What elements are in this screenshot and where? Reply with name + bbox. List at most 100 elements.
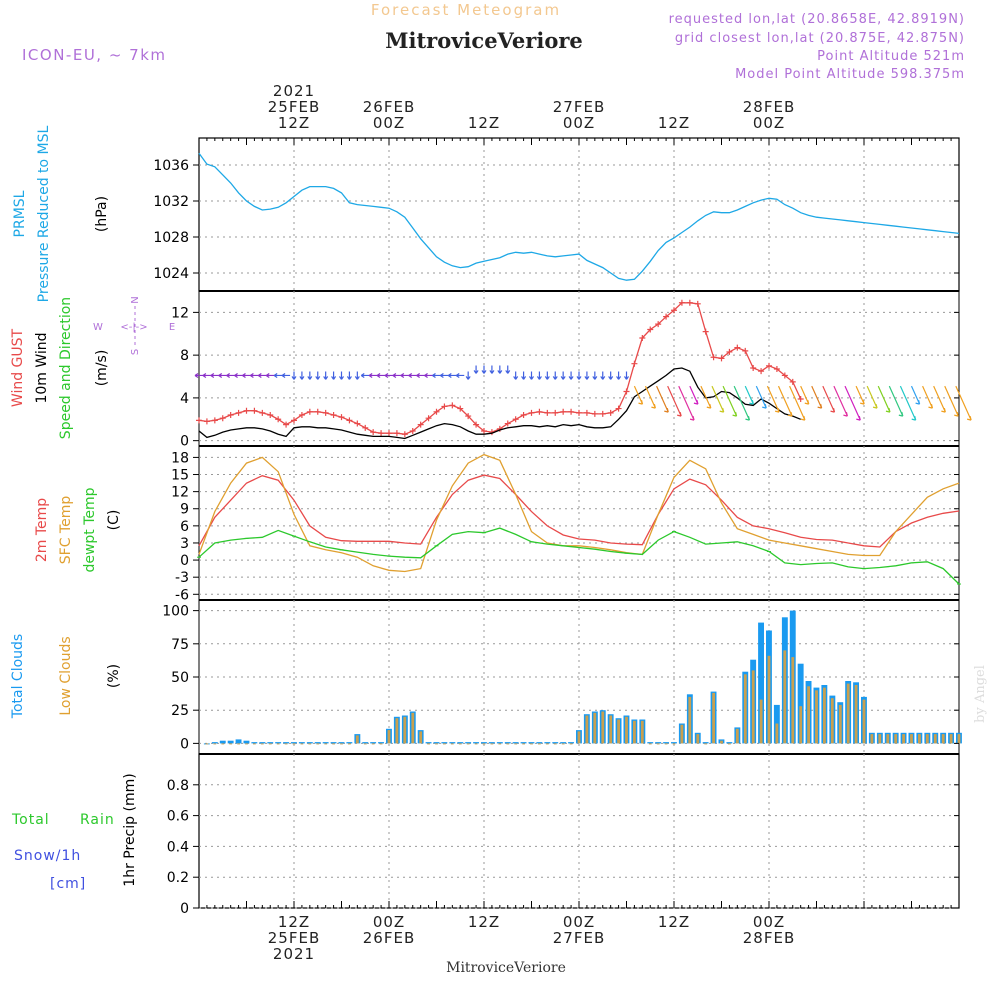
- cloud-bar-low: [656, 743, 660, 745]
- cloud-bar-low: [854, 685, 858, 744]
- cloud-bar-total: [338, 742, 345, 744]
- gust-marker: [259, 409, 266, 416]
- wind-arrow: [273, 372, 283, 378]
- cloud-bar-low: [268, 743, 272, 745]
- wind-arrow: [536, 371, 542, 380]
- gust-marker: [346, 417, 353, 424]
- wind-gust-label: Wind GUST: [10, 328, 26, 407]
- y-tick-label: 4: [180, 391, 189, 407]
- cloud-bar-low: [324, 743, 328, 745]
- gust-marker: [639, 335, 646, 342]
- gust-marker: [560, 408, 567, 415]
- bottom-time-label: 12Z: [658, 913, 690, 931]
- gust-marker: [718, 355, 725, 362]
- wind-arrow: [560, 371, 566, 380]
- cloud-bar-low: [387, 730, 391, 744]
- gust-marker: [338, 414, 345, 421]
- wind-arrow-strong: [667, 385, 682, 417]
- gust-marker: [465, 413, 472, 420]
- gust-marker: [615, 405, 622, 412]
- cloud-bar-total: [425, 742, 432, 744]
- bottom-time-label: 2021: [273, 945, 315, 963]
- compass-s: S: [130, 349, 141, 355]
- gust-marker: [275, 416, 282, 423]
- gust-marker: [457, 405, 464, 412]
- cloud-bar-low: [767, 655, 771, 744]
- wind-arrow-strong: [644, 385, 656, 409]
- cloud-bar-low: [260, 743, 264, 745]
- cloud-bar-low: [316, 743, 320, 745]
- cloud-bar-low: [403, 716, 407, 744]
- y-tick-label: 8: [180, 348, 189, 364]
- cloud-bar-total: [267, 742, 274, 744]
- cloud-bar-low: [664, 743, 668, 745]
- cloud-bar-low: [625, 716, 628, 744]
- gust-marker: [283, 421, 290, 428]
- gust-marker: [417, 421, 424, 428]
- cloud-bar-total: [370, 742, 377, 744]
- cloud-bar-total: [568, 742, 574, 744]
- precip-rain-label: Rain: [80, 812, 115, 828]
- gust-marker: [623, 388, 630, 395]
- credit: by Angel: [973, 665, 988, 723]
- wind-arrow: [400, 372, 409, 378]
- wind-arrow: [346, 371, 352, 380]
- y-tick-label: 0.8: [167, 778, 189, 794]
- y-tick-label: 50: [171, 670, 189, 686]
- cloud-bar-low: [886, 734, 890, 744]
- cloud-bar-total: [544, 742, 551, 744]
- gust-marker: [726, 348, 733, 355]
- clouds-unit: (%): [106, 664, 122, 688]
- closest-coords: grid closest lon,lat (20.875E, 42.875N): [675, 31, 965, 46]
- cloud-bar-low: [957, 734, 961, 744]
- gust-marker: [219, 415, 226, 422]
- cloud-bar-total: [552, 742, 559, 744]
- wind-arrow: [568, 371, 574, 380]
- plot-series: [194, 152, 972, 745]
- cloud-bar-total: [655, 742, 662, 744]
- cloud-bar-low: [918, 734, 921, 744]
- cloud-bar-total: [243, 740, 250, 744]
- gust-marker: [409, 428, 416, 435]
- bottom-time-label: 00Z: [563, 913, 595, 931]
- cloud-bar-low: [514, 743, 518, 745]
- wind-arrow: [392, 372, 401, 378]
- gust-marker: [797, 395, 804, 402]
- wind-arrow-strong: [789, 385, 806, 421]
- wind-arrow: [513, 371, 519, 380]
- cloud-bar-total: [457, 742, 464, 744]
- gust-marker: [433, 408, 440, 415]
- forecast-title: Forecast Meteogram: [371, 1, 561, 19]
- wind-arrow: [291, 371, 297, 380]
- cloud-bar-total: [251, 742, 258, 744]
- wind-arrow: [408, 372, 417, 378]
- cloud-bar-low: [450, 743, 454, 745]
- wind-arrow-strong: [899, 385, 917, 421]
- wind-arrow-strong: [822, 385, 836, 413]
- y-tick-label: 1024: [153, 266, 189, 282]
- cloud-bar-total: [504, 742, 511, 744]
- cloud-bar-low: [910, 734, 913, 744]
- gust-marker: [504, 420, 511, 427]
- y-tick-label: 0: [180, 736, 189, 752]
- wind-arrow: [608, 371, 614, 380]
- cloud-bar-low: [783, 650, 787, 744]
- gust-marker: [789, 378, 796, 385]
- cloud-bar-low: [490, 743, 494, 745]
- wind-arrow: [315, 371, 321, 380]
- gust-marker: [235, 409, 242, 416]
- series-line-temp-1: [198, 453, 960, 573]
- wind-arrow-strong: [722, 385, 738, 417]
- cloud-bar-low: [680, 724, 684, 744]
- y-tick-label: 15: [171, 468, 189, 484]
- cloud-bar-low: [530, 743, 533, 745]
- gust-marker: [710, 354, 717, 361]
- wind-arrow: [497, 365, 503, 374]
- gust-marker: [227, 412, 234, 418]
- gust-marker: [576, 409, 582, 416]
- precip-snow-unit: [cm]: [50, 876, 86, 892]
- top-time-label: 00Z: [563, 114, 595, 132]
- cloud-bar-low: [553, 743, 557, 745]
- cloud-bar-total: [211, 742, 218, 744]
- cloud-bar-low: [545, 743, 549, 745]
